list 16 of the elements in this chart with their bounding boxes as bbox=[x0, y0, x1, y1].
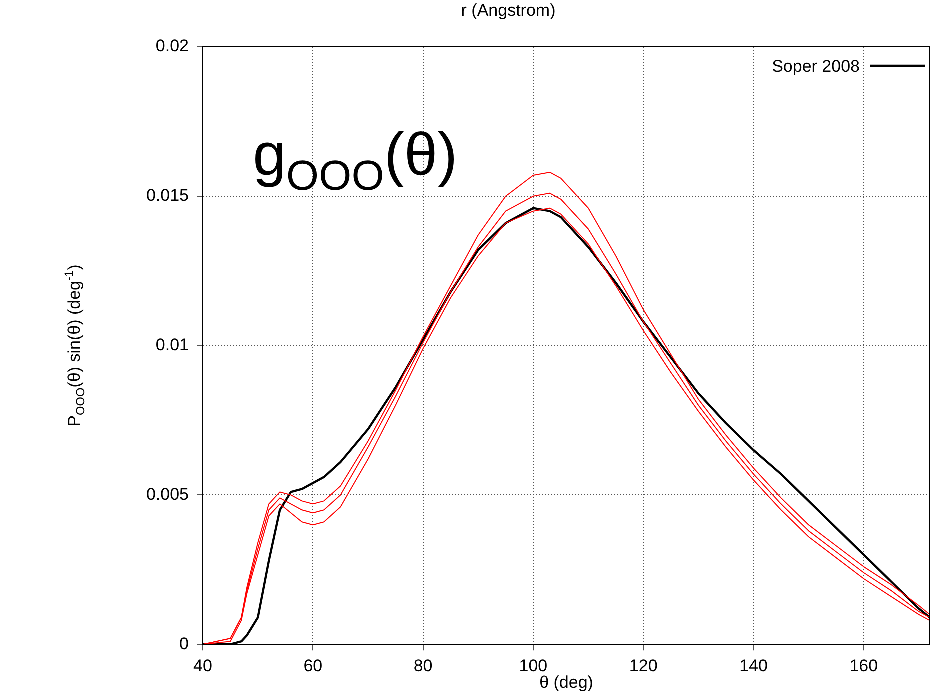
y-tick-label: 0.02 bbox=[156, 36, 189, 56]
y-axis-title: POOO(θ) sin(θ) (deg-1) bbox=[62, 264, 88, 427]
x-tick-label: 60 bbox=[304, 656, 323, 676]
text: r (Angstrom) bbox=[461, 1, 556, 20]
y-tick-label: 0 bbox=[180, 634, 189, 654]
x-tick-label: 160 bbox=[850, 656, 878, 676]
x-tick-label: 140 bbox=[740, 656, 768, 676]
x-tick-label: 80 bbox=[414, 656, 433, 676]
x-axis-title: θ (deg) bbox=[540, 673, 594, 692]
y-tick-label: 0.005 bbox=[146, 484, 189, 504]
x-tick-label: 40 bbox=[194, 656, 212, 676]
legend-label: Soper 2008 bbox=[772, 57, 860, 76]
y-tick-label: 0.01 bbox=[156, 335, 189, 354]
y-tick-label: 0.015 bbox=[146, 186, 189, 206]
x-tick-label: 100 bbox=[519, 656, 548, 676]
x-tick-label: 120 bbox=[629, 656, 658, 676]
